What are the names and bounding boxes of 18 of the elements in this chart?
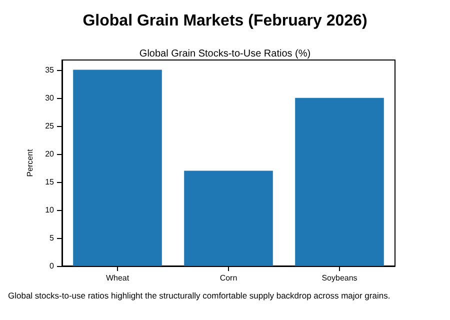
y-tick-label: 10 [45,205,55,214]
text: Global stocks-to-use ratios highlight the structurally comfortable supply backdrop across major grains. [8,290,390,300]
y-tick-label: 30 [45,93,55,102]
chart-title: Global Grain Markets (February 2026) [82,12,368,30]
y-tick-label: 25 [45,121,55,130]
y-tick-label: 15 [45,177,55,186]
y-tick-label: 5 [50,233,55,242]
y-tick-label: 0 [50,262,55,270]
chart-subtitle: Global Grain Stocks-to-Use Ratios (%) [139,48,311,60]
y-tick-label: 20 [45,149,55,158]
bar [73,70,162,266]
bar [295,98,384,266]
x-tick-label: Soybeans [322,274,358,282]
y-axis-title: Percent [26,148,35,177]
x-tick-label: Wheat [106,274,130,282]
bar [184,170,273,266]
x-tick-label: Corn [220,274,238,282]
y-tick-label: 35 [45,65,55,74]
